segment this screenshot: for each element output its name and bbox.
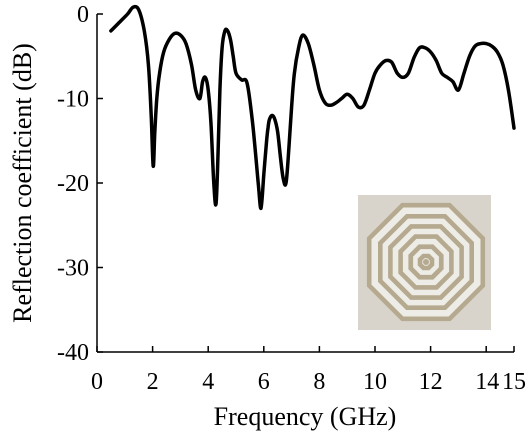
x-tick-label: 2	[147, 369, 159, 395]
x-tick-label: 15	[502, 369, 526, 395]
y-tick-label: 0	[77, 2, 89, 28]
y-ticks: 0 -10 -20 -30 -40	[57, 2, 103, 366]
x-axis-title: Frequency (GHz)	[214, 402, 397, 431]
octagon-rings-icon	[367, 203, 485, 321]
antenna-photo-inset	[358, 195, 491, 330]
x-ticks: 0 2 4 6 8 10 12 14 15	[91, 346, 526, 395]
x-tick-label: 14	[475, 369, 499, 395]
y-tick-label: -40	[57, 340, 89, 366]
x-tick-label: 8	[313, 369, 325, 395]
x-tick-label: 4	[202, 369, 214, 395]
x-tick-label: 10	[363, 369, 387, 395]
y-axis-title: Reflection coefficient (dB)	[8, 43, 37, 323]
x-tick-label: 12	[419, 369, 443, 395]
series-layer	[111, 7, 514, 209]
y-tick-label: -20	[57, 171, 89, 197]
feed-point	[423, 259, 429, 265]
x-tick-label: 0	[91, 369, 103, 395]
series-line	[111, 7, 514, 209]
y-tick-label: -10	[57, 87, 89, 113]
y-tick-label: -30	[57, 256, 89, 282]
x-tick-label: 6	[258, 369, 270, 395]
